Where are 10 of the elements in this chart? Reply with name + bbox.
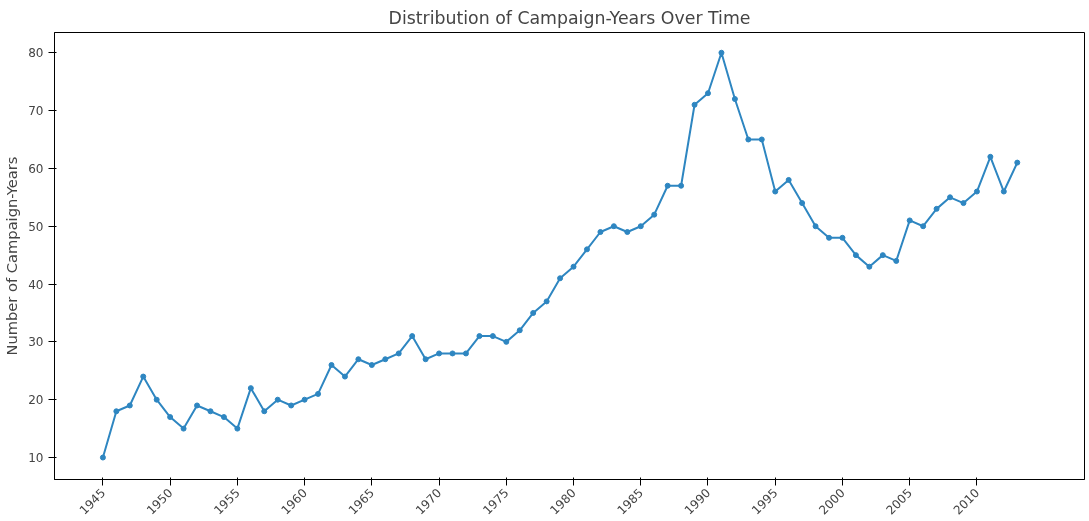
y-tick-label: 20 bbox=[28, 393, 44, 408]
chart-title: Distribution of Campaign-Years Over Time bbox=[388, 7, 751, 28]
y-tick-label: 10 bbox=[28, 451, 44, 466]
y-tick-label: 50 bbox=[28, 219, 44, 234]
y-tick-label: 40 bbox=[28, 277, 44, 292]
y-tick-label: 70 bbox=[28, 104, 44, 119]
y-tick-label: 60 bbox=[28, 161, 44, 176]
y-axis-title: Number of Campaign-Years bbox=[3, 156, 21, 356]
y-tick-label: 80 bbox=[28, 46, 44, 61]
y-tick-label: 30 bbox=[28, 335, 44, 350]
